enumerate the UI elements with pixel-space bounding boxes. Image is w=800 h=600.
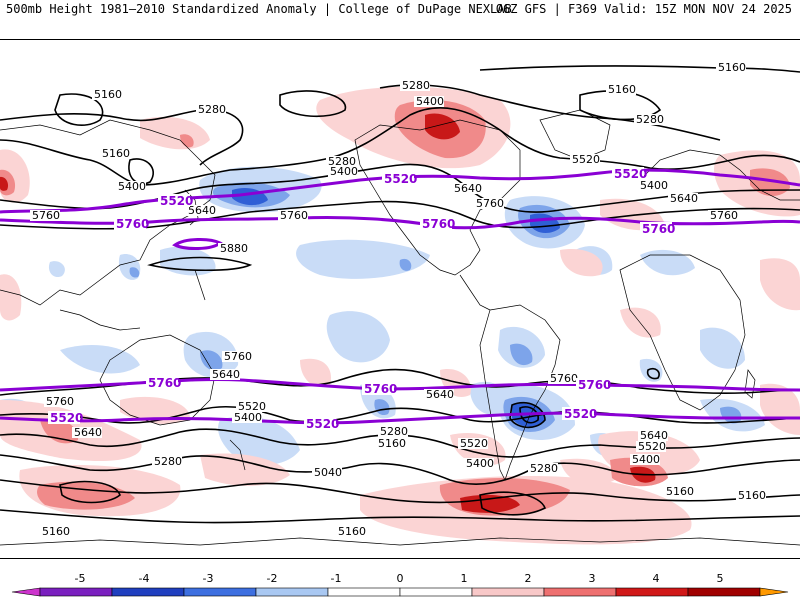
contour-label-5400: 5400	[330, 165, 358, 178]
contour-label-5280: 5280	[402, 79, 430, 92]
colorbar-tick-label: -4	[139, 572, 150, 585]
colorbar-tick-label: -1	[331, 572, 342, 585]
contour-label-5520: 5520	[238, 400, 266, 413]
contour-label-5400: 5400	[640, 179, 668, 192]
contour-label-5760: 5760	[224, 350, 252, 363]
contour-label-5640: 5640	[670, 192, 698, 205]
contour-label-5160: 5160	[608, 83, 636, 96]
contour-label-5640: 5640	[640, 429, 668, 442]
highlight-label-5760: 5760	[642, 222, 675, 236]
contour-label-5640: 5640	[212, 368, 240, 381]
contour-label-5640: 5640	[188, 204, 216, 217]
contour-label-5160: 5160	[378, 437, 406, 450]
colorbar-tick-label: -5	[75, 572, 86, 585]
contour-label-5280: 5280	[380, 425, 408, 438]
map-panel: 5160 5160 5160 5160 5160 5160 5160 5160 …	[0, 39, 800, 559]
anomaly-map: 5160 5160 5160 5160 5160 5160 5160 5160 …	[0, 61, 800, 546]
contour-label-5760: 5760	[280, 209, 308, 222]
highlight-label-5520: 5520	[306, 417, 339, 431]
colorbar-tick-label: 3	[589, 572, 596, 585]
colorbar-tick-label: 5	[717, 572, 724, 585]
colorbar-swatch	[183, 587, 257, 597]
contour-label-5280: 5280	[636, 113, 664, 126]
colorbar-swatch	[471, 587, 545, 597]
highlight-label-5760: 5760	[422, 217, 455, 231]
contour-label-5760: 5760	[710, 209, 738, 222]
height-contours	[0, 65, 800, 524]
highlight-label-5760: 5760	[578, 378, 611, 392]
contour-label-5160: 5160	[738, 489, 766, 502]
contour-label-5520: 5520	[572, 153, 600, 166]
highlight-labels: 5520 5520 5520 5760 5760 5760 5760 5760 …	[48, 167, 675, 431]
contour-label-5760: 5760	[32, 209, 60, 222]
colorbar-min-arrow	[11, 587, 41, 597]
colorbar-swatch	[399, 587, 473, 597]
highlight-label-5760: 5760	[148, 376, 181, 390]
highlight-label-5520: 5520	[160, 194, 193, 208]
map-title: 500mb Height 1981–2010 Standardized Anom…	[6, 2, 512, 16]
colorbar-swatch	[687, 587, 761, 597]
colorbar-tick-label: -3	[203, 572, 214, 585]
colorbar-swatch	[615, 587, 689, 597]
contour-label-5640: 5640	[454, 182, 482, 195]
contour-label-5280: 5280	[530, 462, 558, 475]
contour-label-5520: 5520	[638, 440, 666, 453]
highlight-label-5520: 5520	[50, 411, 83, 425]
colorbar-swatch	[39, 587, 113, 597]
colorbar-swatch	[543, 587, 617, 597]
contour-label-5160: 5160	[718, 61, 746, 74]
anomaly-colorbar: -5 -4 -3 -2 -1 0 1 2 3 4 5	[11, 572, 789, 597]
contour-label-5160: 5160	[94, 88, 122, 101]
colorbar-swatch	[111, 587, 185, 597]
contour-label-5280: 5280	[198, 103, 226, 116]
colorbar-swatch	[327, 587, 401, 597]
model-run-info: 06Z GFS | F369 Valid: 15Z MON NOV 24 202…	[495, 2, 792, 16]
contour-labels: 5160 5160 5160 5160 5160 5160 5160 5160 …	[30, 61, 766, 538]
contour-label-5880: 5880	[220, 242, 248, 255]
highlight-label-5520: 5520	[384, 172, 417, 186]
contour-label-5400: 5400	[466, 457, 494, 470]
contour-label-5160: 5160	[666, 485, 694, 498]
contour-label-5640: 5640	[74, 426, 102, 439]
colorbar-max-arrow	[759, 587, 789, 597]
contour-label-5400: 5400	[632, 453, 660, 466]
colorbar-tick-label: 1	[461, 572, 468, 585]
contour-label-5160: 5160	[102, 147, 130, 160]
contour-label-5160: 5160	[338, 525, 366, 538]
colorbar-bar	[11, 587, 789, 597]
highlight-label-5520: 5520	[614, 167, 647, 181]
contour-label-5280: 5280	[154, 455, 182, 468]
contour-label-5040: 5040	[314, 466, 342, 479]
contour-label-5640: 5640	[426, 388, 454, 401]
contour-label-5400: 5400	[118, 180, 146, 193]
contour-label-5520: 5520	[460, 437, 488, 450]
contour-label-5280: 5280	[328, 155, 356, 168]
colorbar-tick-label: 2	[525, 572, 532, 585]
colorbar-tick-label: -2	[267, 572, 278, 585]
contour-label-5760-sh: 5760	[46, 395, 74, 408]
colorbar-tick-label: 0	[397, 572, 404, 585]
contour-label-5400: 5400	[234, 411, 262, 424]
highlight-label-5760: 5760	[116, 217, 149, 231]
highlight-contours	[0, 168, 800, 425]
colorbar-ticks: -5 -4 -3 -2 -1 0 1 2 3 4 5	[75, 572, 724, 585]
contour-label-5160: 5160	[42, 525, 70, 538]
colorbar-swatch	[255, 587, 329, 597]
anomaly-shading	[0, 86, 800, 545]
contour-label-5400: 5400	[416, 95, 444, 108]
highlight-label-5520: 5520	[564, 407, 597, 421]
contour-label-5760: 5760	[476, 197, 504, 210]
colorbar-tick-label: 4	[653, 572, 660, 585]
highlight-label-5760: 5760	[364, 382, 397, 396]
contour-label-5760: 5760	[550, 372, 578, 385]
